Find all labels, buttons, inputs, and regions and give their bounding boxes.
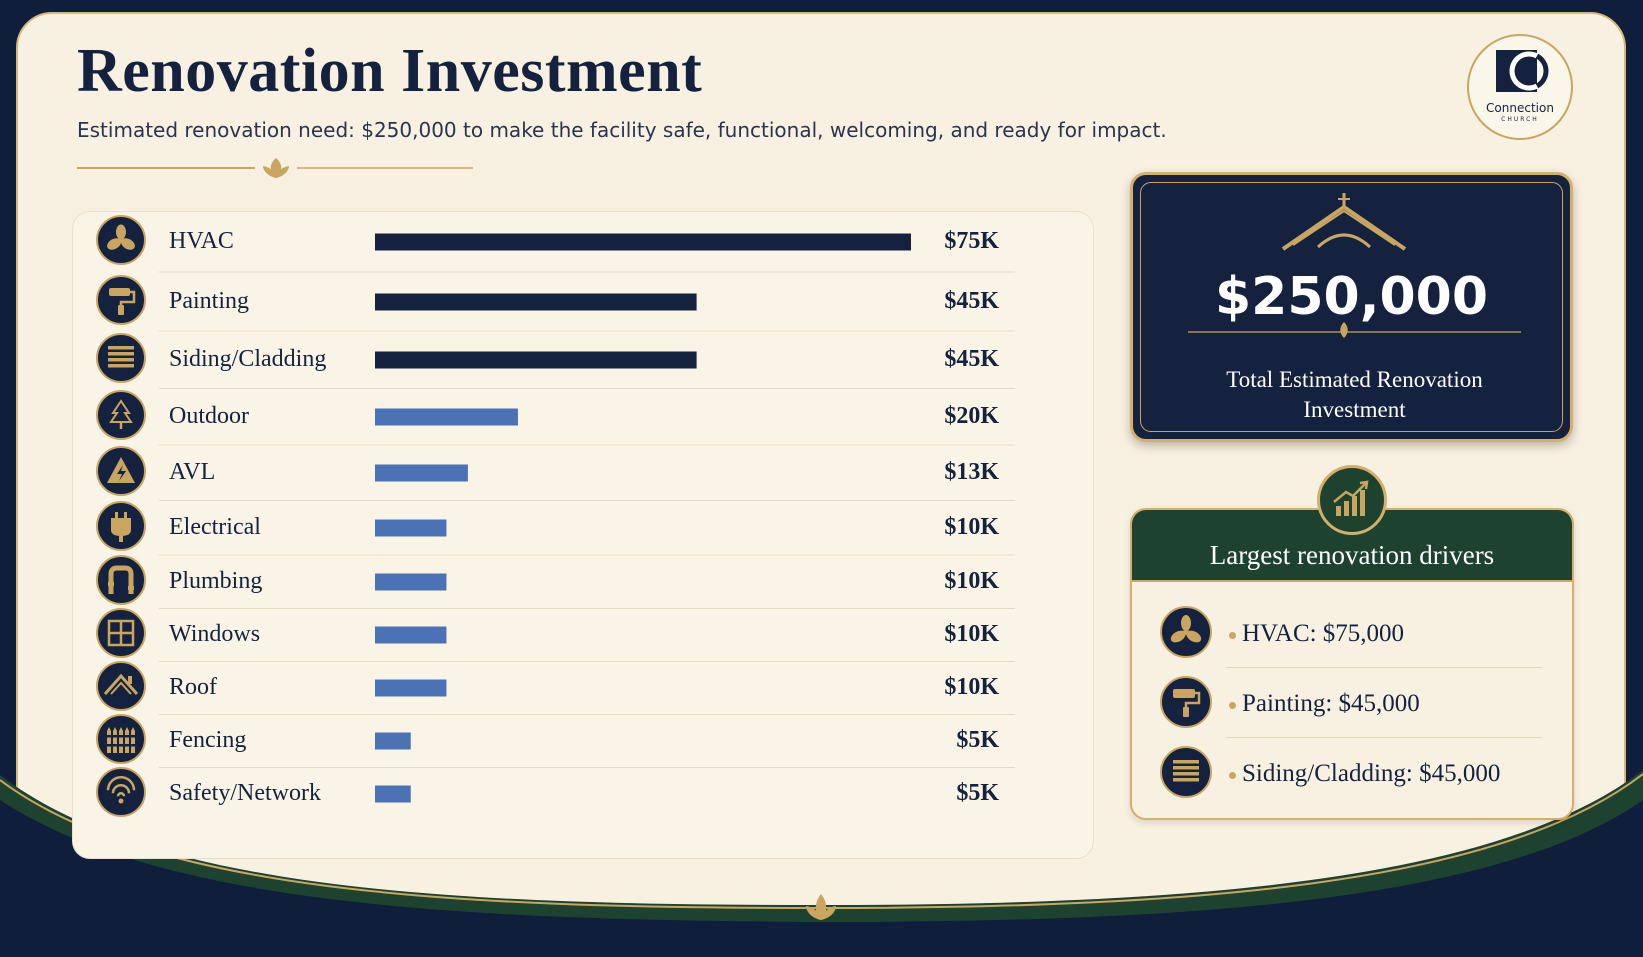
page-title: Renovation Investment	[77, 37, 703, 105]
siding-icon	[96, 333, 146, 383]
category-label: Electrical	[169, 514, 261, 540]
bar-electrical	[375, 519, 447, 537]
drivers-header: Largest renovation drivers	[1132, 510, 1572, 582]
total-card-frame	[1140, 182, 1563, 432]
row-divider	[1226, 667, 1542, 668]
bar-windows	[375, 626, 447, 644]
driver-item-siding: Siding/Cladding: $45,000	[1132, 738, 1572, 808]
category-label: Outdoor	[169, 403, 249, 429]
renovation-drivers-card: Largest renovation drivers HVAC: $75,000	[1130, 508, 1574, 820]
fence-icon	[96, 714, 146, 764]
driver-label: Siding/Cladding: $45,000	[1242, 760, 1501, 787]
driver-item-painting: Painting: $45,000	[1132, 668, 1572, 738]
category-label: HVAC	[169, 228, 234, 254]
value-label: $45K	[944, 288, 999, 314]
value-label: $13K	[944, 459, 999, 485]
chart-row-outdoor: Outdoor $20K	[96, 390, 1015, 446]
chart-row-siding-cladding: Siding/Cladding $45K	[96, 333, 1015, 389]
category-label: Safety/Network	[169, 780, 321, 806]
row-divider	[1226, 737, 1542, 738]
chart-row-plumbing: Plumbing $10K	[96, 555, 1015, 609]
chart-row-painting: Painting $45K	[96, 275, 1015, 332]
category-label: Fencing	[169, 727, 246, 753]
value-label: $10K	[944, 621, 999, 647]
wifi-icon	[96, 767, 146, 817]
driver-label: HVAC: $75,000	[1242, 620, 1405, 647]
chart-row-hvac: HVAC $75K	[96, 215, 1015, 273]
category-label: Siding/Cladding	[169, 346, 326, 372]
chart-row-fencing: Fencing $5K	[96, 714, 1015, 768]
bar-hvac	[375, 233, 911, 251]
value-label: $10K	[944, 568, 999, 594]
value-label: $5K	[956, 780, 999, 806]
logo-name: Connection	[1486, 101, 1554, 115]
value-label: $10K	[944, 514, 999, 540]
driver-item-hvac: HVAC: $75,000	[1132, 598, 1572, 668]
paint-roller-icon	[1160, 676, 1212, 728]
window-icon	[96, 608, 146, 658]
total-investment-card: $250,000 Total Estimated Renovation Inve…	[1130, 172, 1573, 442]
category-label: Roof	[169, 674, 217, 700]
bar-painting	[375, 293, 697, 311]
category-label: AVL	[169, 459, 215, 485]
value-label: $75K	[944, 228, 999, 254]
cost-bar-chart: HVAC $75K Painting $45K Siding/Cladding $45K O…	[96, 215, 1015, 817]
value-label: $10K	[944, 674, 999, 700]
chart-row-electrical: Electrical $10K	[96, 501, 1015, 556]
value-label: $5K	[956, 727, 999, 753]
chart-row-avl: AVL $13K	[96, 446, 1015, 501]
logo-mark-icon	[1496, 50, 1549, 92]
bar-outdoor	[375, 408, 518, 426]
leaf-ornament-icon	[806, 894, 836, 920]
chart-row-windows: Windows $10K	[96, 608, 1015, 662]
title-divider	[77, 158, 473, 178]
bar-plumbing	[375, 573, 447, 591]
bar-safety-network	[375, 785, 411, 803]
warning-icon	[96, 446, 146, 496]
tree-icon	[96, 390, 146, 440]
driver-label: Painting: $45,000	[1242, 690, 1420, 717]
bar-siding-cladding	[375, 351, 697, 369]
cost-chart-panel: HVAC $75K Painting $45K Siding/Cladding $45K O…	[72, 211, 1094, 859]
fan-icon	[1160, 606, 1212, 658]
bullet-dot	[1229, 632, 1236, 639]
logo-subname: CHURCH	[1501, 116, 1539, 123]
bar-roof	[375, 679, 447, 697]
plug-icon	[96, 501, 146, 551]
bullet-dot	[1229, 702, 1236, 709]
value-label: $45K	[944, 346, 999, 372]
roof-icon	[96, 661, 146, 711]
category-label: Windows	[169, 621, 260, 647]
total-amount: $250,000	[1214, 267, 1489, 327]
church-roof-icon	[1188, 193, 1521, 338]
pipe-icon	[96, 555, 146, 605]
fan-icon	[96, 215, 146, 265]
category-label: Painting	[169, 288, 249, 314]
growth-chart-icon	[1317, 465, 1387, 535]
drivers-title: Largest renovation drivers	[1209, 540, 1495, 570]
chart-row-safety-network: Safety/Network $5K	[96, 767, 999, 817]
value-label: $20K	[944, 403, 999, 429]
siding-icon	[1160, 746, 1212, 798]
bar-avl	[375, 464, 468, 482]
page-subtitle: Estimated renovation need: $250,000 to m…	[77, 118, 1167, 142]
bar-fencing	[375, 732, 411, 750]
category-label: Plumbing	[169, 568, 262, 594]
chart-row-roof: Roof $10K	[96, 661, 1015, 715]
paint-roller-icon	[96, 275, 146, 325]
total-label: Total Estimated Renovation Investment	[1226, 367, 1483, 422]
church-logo: Connection CHURCH	[1467, 34, 1573, 140]
bullet-dot	[1229, 772, 1236, 779]
